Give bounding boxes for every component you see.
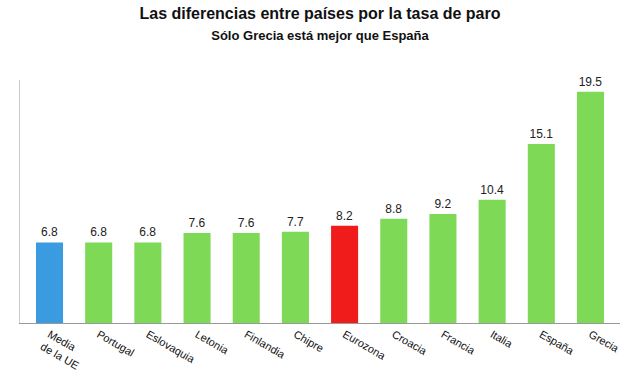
svg-text:6.8: 6.8: [139, 225, 156, 239]
svg-text:Francia: Francia: [439, 328, 478, 357]
svg-text:Portugal: Portugal: [95, 328, 136, 359]
svg-text:9.2: 9.2: [434, 197, 451, 211]
svg-text:7.6: 7.6: [238, 216, 255, 230]
svg-text:Letonia: Letonia: [193, 328, 231, 357]
svg-text:Grecia: Grecia: [587, 328, 622, 355]
svg-text:6.8: 6.8: [41, 225, 58, 239]
svg-text:España: España: [538, 328, 577, 357]
svg-text:Italia: Italia: [488, 328, 515, 350]
svg-text:Eslovaquia: Eslovaquia: [144, 328, 197, 366]
svg-text:Eurozona: Eurozona: [341, 328, 389, 362]
svg-text:Chipre: Chipre: [292, 328, 326, 355]
svg-text:7.6: 7.6: [189, 216, 206, 230]
svg-text:10.4: 10.4: [480, 183, 504, 197]
svg-text:15.1: 15.1: [529, 127, 553, 141]
svg-text:7.7: 7.7: [287, 215, 304, 229]
svg-text:8.2: 8.2: [336, 209, 353, 223]
svg-text:Croacia: Croacia: [390, 328, 430, 358]
svg-text:8.8: 8.8: [385, 202, 402, 216]
svg-text:Las diferencias entre países p: Las diferencias entre países por la tasa…: [139, 5, 500, 43]
svg-text:Mediade la UE: Mediade la UE: [39, 328, 89, 372]
svg-text:6.8: 6.8: [90, 225, 107, 239]
svg-text:Finlandia: Finlandia: [242, 328, 287, 361]
svg-text:19.5: 19.5: [579, 75, 603, 89]
